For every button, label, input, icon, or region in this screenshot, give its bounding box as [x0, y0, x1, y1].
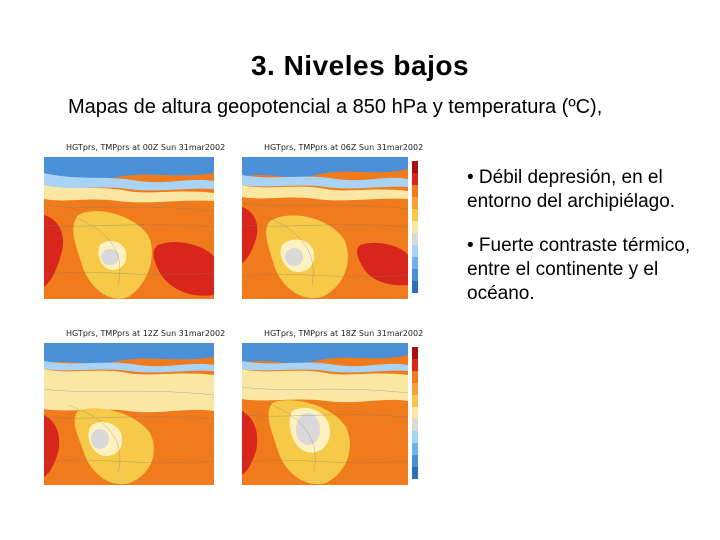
map-panel-1: HGTprs, TMPprs at 00Z Sun 31mar2002 [38, 143, 225, 303]
bullet-item: • Débil depresión, en el entorno del arc… [467, 167, 676, 212]
colorbar [412, 161, 418, 293]
map-panel-2: HGTprs, TMPprs at 06Z Sun 31mar2002 [236, 143, 436, 303]
map-caption: HGTprs, TMPprs at 18Z Sun 31mar2002 [264, 329, 424, 338]
map-panel-4: HGTprs, TMPprs at 18Z Sun 31mar2002 [236, 329, 436, 489]
bullet-item: • Fuerte contraste térmico, entre el con… [467, 235, 691, 304]
slide-subtitle: Mapas de altura geopotencial a 850 hPa y… [68, 96, 603, 118]
map-panel-3: HGTprs, TMPprs at 12Z Sun 31mar2002 [38, 329, 225, 489]
bullet-list: • Débil depresión, en el entorno del arc… [467, 166, 717, 326]
map-caption: HGTprs, TMPprs at 06Z Sun 31mar2002 [264, 143, 424, 152]
temperature-map [241, 343, 418, 485]
colorbar [412, 347, 418, 479]
map-caption: HGTprs, TMPprs at 12Z Sun 31mar2002 [66, 329, 226, 338]
temperature-map [43, 343, 215, 485]
map-caption: HGTprs, TMPprs at 00Z Sun 31mar2002 [66, 143, 226, 152]
temperature-map [43, 157, 215, 299]
slide-title: 3. Niveles bajos [250, 50, 470, 81]
temperature-map [241, 157, 418, 299]
